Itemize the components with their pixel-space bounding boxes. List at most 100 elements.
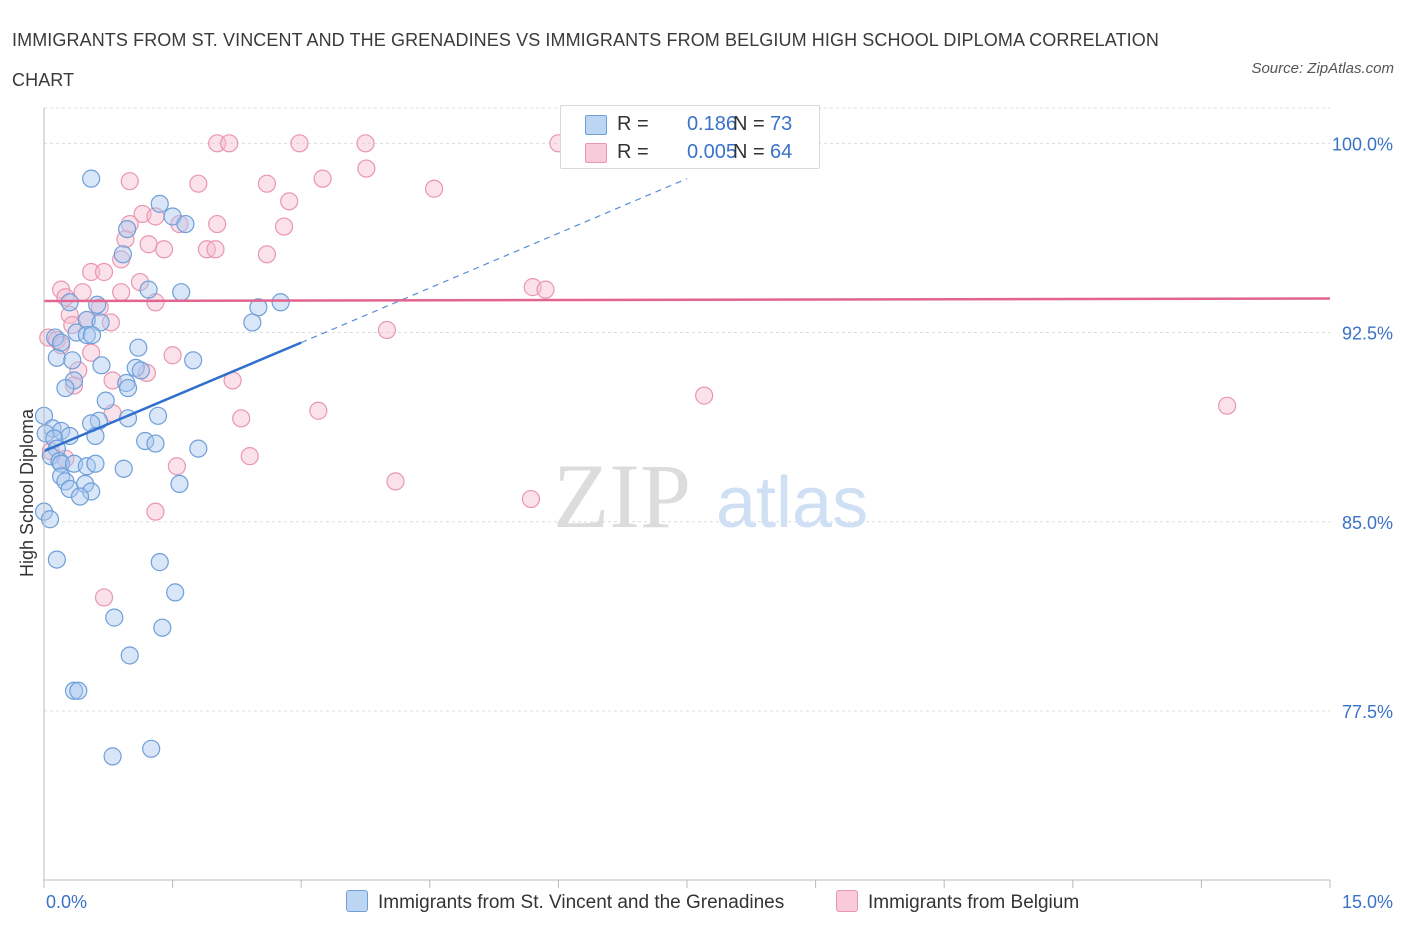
st-vincent-point	[131, 361, 150, 380]
bottom-legend-belgium: Immigrants from Belgium	[836, 890, 1079, 915]
y-tick-label: 77.5%	[1342, 702, 1393, 722]
belgium-point	[521, 489, 541, 509]
belgium-trend-line	[43, 297, 1331, 303]
st-vincent-point	[56, 378, 75, 398]
x-tick-label: 0.0%	[46, 892, 87, 912]
st-vincent-point	[271, 293, 290, 312]
st-vincent-point	[60, 479, 79, 499]
belgium-point	[146, 502, 165, 521]
bottom-legend-swatch-blue	[346, 890, 368, 912]
legend-n-value: 64	[770, 141, 793, 163]
watermark-zip: ZIP	[553, 445, 691, 547]
belgium-point	[103, 371, 122, 390]
belgium-point	[94, 588, 114, 607]
belgium-point	[1218, 396, 1237, 415]
belgium-point	[257, 245, 277, 264]
st-vincent-point	[88, 295, 107, 314]
st-vincent-point	[60, 293, 79, 312]
trend-lines	[43, 178, 1331, 453]
chart-title: IMMIGRANTS FROM ST. VINCENT AND THE GREN…	[12, 30, 1159, 90]
st-vincent-trend-extension	[300, 178, 688, 344]
x-tick-label: 15.0%	[1342, 892, 1393, 912]
st-vincent-point	[114, 459, 133, 478]
belgium-point	[232, 409, 251, 428]
bottom-legend-swatch-pink	[836, 890, 858, 912]
st-vincent-point	[113, 245, 132, 264]
st-vincent-point	[243, 313, 262, 332]
st-vincent-point	[120, 646, 139, 665]
st-vincent-point	[96, 391, 115, 410]
st-vincent-point	[82, 482, 101, 501]
st-vincent-point	[36, 424, 55, 443]
st-vincent-points	[34, 169, 290, 766]
y-tick-label: 92.5%	[1342, 324, 1393, 344]
belgium-point	[120, 214, 139, 234]
st-vincent-point	[170, 474, 189, 494]
legend-n-label: N =	[733, 141, 765, 163]
belgium-point	[280, 192, 299, 211]
st-vincent-point	[139, 280, 158, 299]
bottom-legend-label: Immigrants from Belgium	[868, 892, 1080, 913]
st-vincent-point	[82, 325, 102, 345]
belgium-point	[69, 361, 88, 380]
st-vincent-point	[77, 325, 96, 345]
belgium-point	[274, 217, 294, 236]
y-axis-label: High School Diploma	[17, 408, 37, 577]
belgium-point	[82, 343, 101, 362]
st-vincent-point	[46, 328, 65, 347]
belgium-point	[163, 346, 182, 365]
st-vincent-point	[103, 747, 122, 766]
belgium-point	[536, 280, 555, 299]
st-vincent-point	[82, 169, 101, 188]
st-vincent-point	[105, 608, 124, 627]
legend-swatch-pink	[585, 143, 607, 163]
st-vincent-point	[91, 313, 110, 332]
watermark-atlas: atlas	[716, 463, 868, 543]
st-vincent-point	[184, 351, 203, 370]
st-vincent-point	[63, 351, 82, 370]
belgium-point	[290, 134, 309, 153]
st-vincent-point	[47, 550, 66, 569]
belgium-point	[220, 134, 239, 153]
belgium-point	[257, 174, 277, 193]
belgium-point	[313, 169, 332, 188]
st-vincent-point	[153, 618, 172, 637]
st-vincent-point	[118, 378, 138, 398]
st-vincent-point	[150, 194, 169, 213]
bottom-legend-label: Immigrants from St. Vincent and the Gren…	[378, 892, 785, 913]
st-vincent-point	[64, 681, 84, 700]
y-tick-label: 100.0%	[1332, 134, 1393, 154]
belgium-point	[139, 235, 158, 254]
belgium-point	[695, 386, 714, 405]
belgium-point	[90, 298, 109, 317]
st-vincent-point	[52, 333, 71, 352]
legend-r-label: R =	[617, 141, 649, 163]
legend-r-label: R =	[617, 113, 649, 135]
st-vincent-point	[52, 454, 71, 473]
belgium-point	[94, 262, 114, 282]
st-vincent-point	[146, 434, 165, 453]
belgium-point	[120, 172, 139, 191]
legend-r-value: 0.186	[686, 113, 737, 135]
correlation-legend: R = 0.186 N = 73 R = 0.005 N = 64	[560, 105, 820, 169]
belgium-point	[357, 159, 376, 178]
legend-r-value: 0.005	[686, 141, 737, 163]
y-tick-label: 85.0%	[1342, 513, 1393, 533]
belgium-point	[356, 134, 375, 153]
legend-n-label: N =	[733, 113, 765, 135]
legend-n-value: 73	[770, 113, 793, 135]
st-vincent-trend-line	[43, 341, 302, 453]
st-vincent-point	[47, 348, 66, 367]
st-vincent-point	[92, 356, 111, 375]
st-vincent-point	[189, 439, 208, 458]
belgium-point	[167, 457, 186, 476]
belgium-point	[154, 240, 174, 259]
st-vincent-point	[69, 681, 88, 700]
belgium-point	[101, 313, 120, 332]
belgium-point	[206, 240, 225, 259]
st-vincent-point	[70, 487, 90, 506]
legend-swatch-blue	[585, 115, 607, 135]
st-vincent-point	[52, 421, 71, 441]
st-vincent-point	[176, 214, 195, 234]
